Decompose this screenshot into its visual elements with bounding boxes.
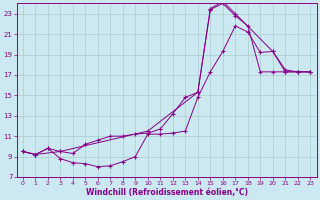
X-axis label: Windchill (Refroidissement éolien,°C): Windchill (Refroidissement éolien,°C) xyxy=(85,188,248,197)
